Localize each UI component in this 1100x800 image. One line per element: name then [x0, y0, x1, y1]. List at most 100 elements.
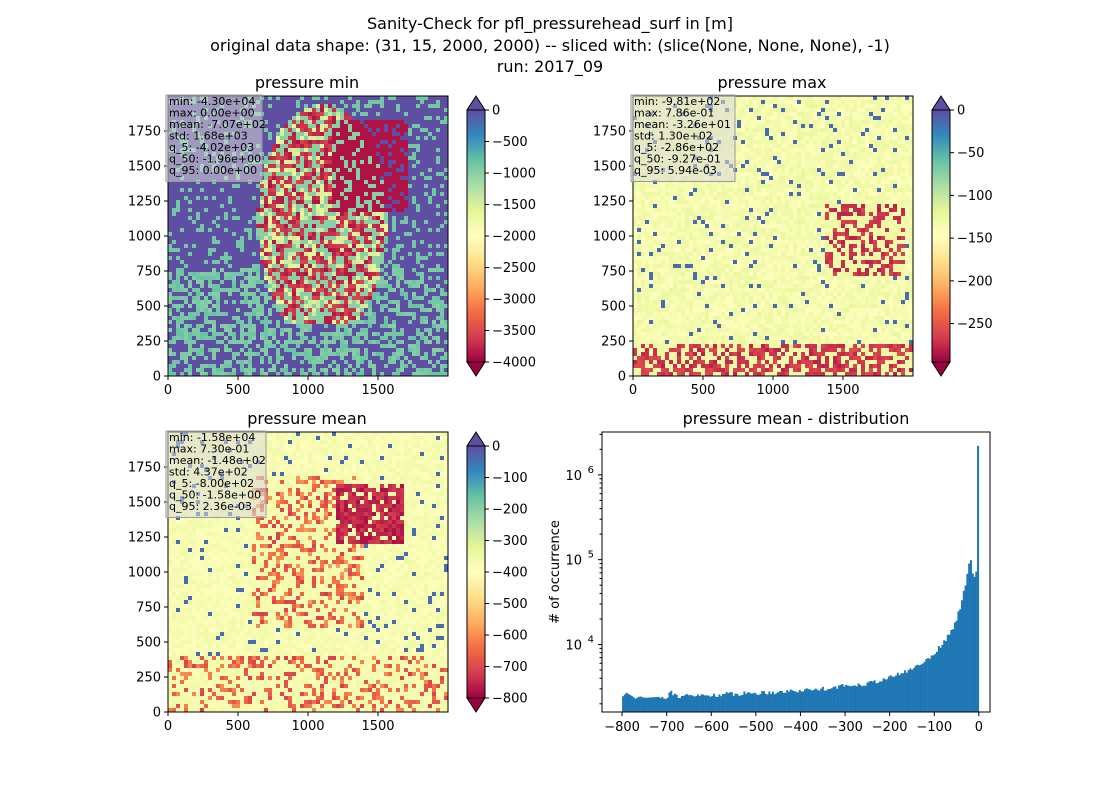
heatmap-cell	[372, 200, 377, 205]
heatmap-cell	[248, 192, 253, 197]
heatmap-cell	[340, 284, 345, 289]
heatmap-cell	[360, 256, 365, 261]
heatmap-cell	[268, 260, 273, 265]
heatmap-cell	[220, 232, 225, 237]
heatmap-cell	[308, 140, 313, 145]
heatmap-cell	[288, 332, 293, 337]
heatmap-cell	[436, 252, 441, 257]
heatmap-cell	[216, 276, 221, 281]
heatmap-cell	[348, 124, 353, 129]
heatmap-cell	[436, 156, 441, 161]
heatmap-cell	[360, 192, 365, 197]
heatmap-cell	[324, 196, 329, 201]
heatmap-cell	[336, 308, 341, 313]
panel-pressure-max: pressure max 0 500 1000 1500025050075010001…	[593, 73, 993, 398]
heatmap-cell	[248, 268, 253, 273]
heatmap-cell	[180, 324, 185, 329]
heatmap-cell	[376, 316, 381, 321]
heatmap-cell	[204, 304, 209, 309]
heatmap-cell	[224, 224, 229, 229]
heatmap-cell	[292, 252, 297, 257]
heatmap-cell	[372, 340, 377, 345]
heatmap-cell	[332, 192, 337, 197]
heatmap-cell	[300, 264, 305, 269]
heatmap-cell	[396, 332, 401, 337]
heatmap-cell	[408, 132, 413, 137]
heatmap-cell	[376, 156, 381, 161]
heatmap-cell	[292, 164, 297, 169]
heatmap-cell	[184, 208, 189, 213]
heatmap-cell	[368, 96, 373, 101]
heatmap-cell	[292, 144, 297, 149]
heatmap-cell	[388, 316, 393, 321]
heatmap-cell	[256, 324, 261, 329]
heatmap-cell	[320, 196, 325, 201]
heatmap-cell	[348, 336, 353, 341]
heatmap-cell	[180, 344, 185, 349]
heatmap-cell	[380, 268, 385, 273]
heatmap-cell	[324, 124, 329, 129]
heatmap-cell	[408, 164, 413, 169]
heatmap-cell	[304, 172, 309, 177]
heatmap-cell	[340, 348, 345, 353]
heatmap-cell	[340, 268, 345, 273]
heatmap-cell	[388, 196, 393, 201]
heatmap-cell	[376, 208, 381, 213]
heatmap-cell	[384, 160, 389, 165]
heatmap-cell	[244, 300, 249, 305]
heatmap-cell	[224, 304, 229, 309]
heatmap-cell	[264, 328, 269, 333]
heatmap-cell	[396, 268, 401, 273]
heatmap-cell	[416, 108, 421, 113]
heatmap-cell	[344, 284, 349, 289]
figure-title-line-2: original data shape: (31, 15, 2000, 2000…	[210, 36, 890, 55]
heatmap-cell	[284, 272, 289, 277]
heatmap-cell	[244, 288, 249, 293]
heatmap-cell	[412, 352, 417, 357]
heatmap-cell	[232, 352, 237, 357]
heatmap-cell	[256, 276, 261, 281]
heatmap-cell	[372, 100, 377, 105]
heatmap-cell	[396, 212, 401, 217]
heatmap-cell	[352, 352, 357, 357]
heatmap-cell	[340, 184, 345, 189]
heatmap-cell	[408, 268, 413, 273]
heatmap-cell	[248, 316, 253, 321]
heatmap-cell	[328, 332, 333, 337]
heatmap-cell	[372, 292, 377, 297]
heatmap-cell	[404, 104, 409, 109]
heatmap-cell	[236, 348, 241, 353]
heatmap-cell	[328, 184, 333, 189]
heatmap-cell	[404, 248, 409, 253]
heatmap-cell	[384, 164, 389, 169]
heatmap-cell	[208, 272, 213, 277]
heatmap-cell	[364, 148, 369, 153]
heatmap-cell	[312, 212, 317, 217]
heatmap-cell	[384, 324, 389, 329]
heatmap-cell	[332, 264, 337, 269]
heatmap-cell	[424, 216, 429, 221]
heatmap-cell	[348, 116, 353, 121]
heatmap-cell	[352, 176, 357, 181]
heatmap-cell	[256, 372, 261, 377]
heatmap-cell	[316, 360, 321, 365]
heatmap-cell	[396, 140, 401, 145]
heatmap-cell	[360, 328, 365, 333]
heatmap-cell	[184, 188, 189, 193]
heatmap-cell	[444, 344, 449, 349]
heatmap-cell	[272, 124, 277, 129]
heatmap-cell	[276, 136, 281, 141]
heatmap-cell	[380, 160, 385, 165]
heatmap-cell	[440, 272, 445, 277]
heatmap-cell	[292, 288, 297, 293]
heatmap-cell	[376, 108, 381, 113]
heatmap-cell	[356, 116, 361, 121]
heatmap-cell	[424, 356, 429, 361]
heatmap-cell	[284, 292, 289, 297]
heatmap-cell	[324, 300, 329, 305]
heatmap-cell	[300, 132, 305, 137]
heatmap-cell	[360, 204, 365, 209]
heatmap-cell	[292, 240, 297, 245]
heatmap-cell	[420, 144, 425, 149]
heatmap-cell	[420, 256, 425, 261]
